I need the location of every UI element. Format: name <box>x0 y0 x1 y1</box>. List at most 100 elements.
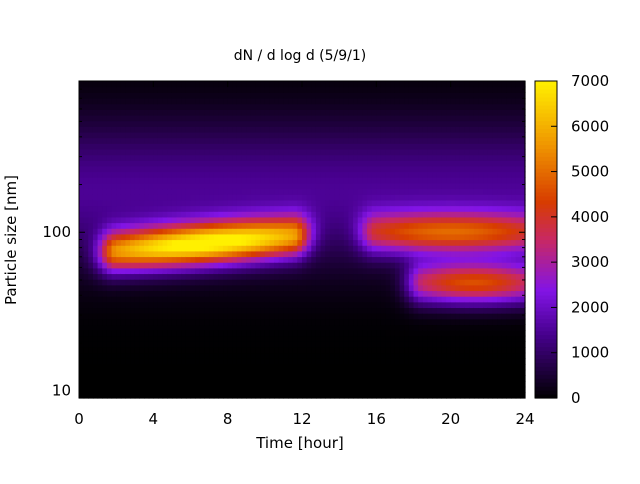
heatmap-cell <box>199 165 206 173</box>
heatmap-cell <box>171 358 178 365</box>
heatmap-cell <box>134 143 140 150</box>
heatmap-cell <box>88 301 94 309</box>
heatmap-cell <box>260 352 266 359</box>
heatmap-cell <box>478 392 484 399</box>
heatmap-cell <box>343 273 350 280</box>
heatmap-cell <box>171 239 178 246</box>
heatmap-cell <box>274 341 280 348</box>
heatmap-cell <box>422 318 429 326</box>
heatmap-cell <box>190 267 196 275</box>
heatmap-cell <box>250 324 257 331</box>
heatmap-cell <box>227 364 233 371</box>
heatmap-cell <box>483 318 489 326</box>
heatmap-cell <box>171 205 178 212</box>
heatmap-cell <box>106 239 113 246</box>
heatmap-cell <box>116 318 122 326</box>
heatmap-cell <box>227 205 233 212</box>
heatmap-cell <box>306 245 312 252</box>
heatmap-cell <box>106 126 113 133</box>
heatmap-cell <box>404 137 410 144</box>
heatmap-cell <box>343 211 350 218</box>
heatmap-cell <box>311 177 317 184</box>
heatmap-cell <box>190 114 196 122</box>
heatmap-cell <box>441 375 447 382</box>
heatmap-cell <box>139 188 145 195</box>
heatmap-cell <box>459 233 466 241</box>
heatmap-cell <box>92 330 99 337</box>
heatmap-cell <box>441 381 447 388</box>
heatmap-cell <box>144 318 150 326</box>
heatmap-cell <box>176 188 182 195</box>
heatmap-cell <box>260 120 266 127</box>
heatmap-cell <box>97 182 103 190</box>
heatmap-cell <box>469 92 475 99</box>
heatmap-cell <box>181 250 187 258</box>
heatmap-cell <box>483 171 489 178</box>
heatmap-cell <box>157 324 164 331</box>
heatmap-cell <box>92 347 99 354</box>
heatmap-cell <box>111 228 117 235</box>
heatmap-cell <box>473 245 480 252</box>
heatmap-cell <box>404 250 410 258</box>
heatmap-cell <box>418 335 424 342</box>
heatmap-cell <box>380 86 387 93</box>
heatmap-cell <box>306 364 312 371</box>
heatmap-cell <box>134 228 140 235</box>
heatmap-cell <box>320 126 326 133</box>
heatmap-cell <box>418 245 424 252</box>
heatmap-cell <box>264 177 271 184</box>
heatmap-cell <box>139 330 145 337</box>
heatmap-cell <box>418 239 424 246</box>
heatmap-cell <box>88 222 94 229</box>
heatmap-cell <box>185 92 192 99</box>
heatmap-cell <box>83 386 89 393</box>
heatmap-cell <box>241 256 247 263</box>
heatmap-cell <box>339 352 345 359</box>
heatmap-cell <box>223 114 229 122</box>
heatmap-cell <box>478 307 484 314</box>
heatmap-cell <box>376 148 382 156</box>
heatmap-cell <box>357 358 363 365</box>
heatmap-cell <box>264 188 271 195</box>
heatmap-cell <box>167 262 173 269</box>
heatmap-cell <box>250 256 257 263</box>
heatmap-cell <box>79 160 85 167</box>
heatmap-cell <box>362 381 368 388</box>
heatmap-cell <box>92 154 99 161</box>
heatmap-cell <box>283 120 289 127</box>
heatmap-cell <box>274 86 280 93</box>
heatmap-cell <box>404 330 410 337</box>
heatmap-cell <box>315 369 322 376</box>
heatmap-cell <box>185 341 192 348</box>
heatmap-cell <box>79 358 85 365</box>
heatmap-cell <box>246 171 252 178</box>
heatmap-cell <box>334 318 340 326</box>
heatmap-cell <box>102 335 108 342</box>
heatmap-cell <box>283 324 289 331</box>
heatmap-cell <box>408 177 415 184</box>
heatmap-cell <box>171 307 178 314</box>
heatmap-cell <box>283 290 289 297</box>
heatmap-cell <box>176 284 182 292</box>
heatmap-cell <box>348 358 354 365</box>
heatmap-cell <box>83 313 89 320</box>
heatmap-cell <box>427 97 433 105</box>
heatmap-cell <box>134 114 140 122</box>
heatmap-cell <box>139 211 145 218</box>
heatmap-cell <box>153 273 159 280</box>
heatmap-cell <box>116 205 122 212</box>
heatmap-cell <box>79 307 85 314</box>
heatmap-cell <box>292 114 298 122</box>
heatmap-cell <box>176 341 182 348</box>
heatmap-cell <box>213 296 219 303</box>
heatmap-cell <box>283 381 289 388</box>
heatmap-cell <box>162 262 168 269</box>
heatmap-cell <box>469 143 475 150</box>
heatmap-cell <box>171 143 178 150</box>
heatmap-cell <box>167 81 173 88</box>
heatmap-cell <box>97 313 103 320</box>
heatmap-cell <box>478 194 484 201</box>
heatmap-cell <box>418 256 424 263</box>
heatmap-cell <box>199 273 206 280</box>
heatmap-cell <box>455 273 461 280</box>
